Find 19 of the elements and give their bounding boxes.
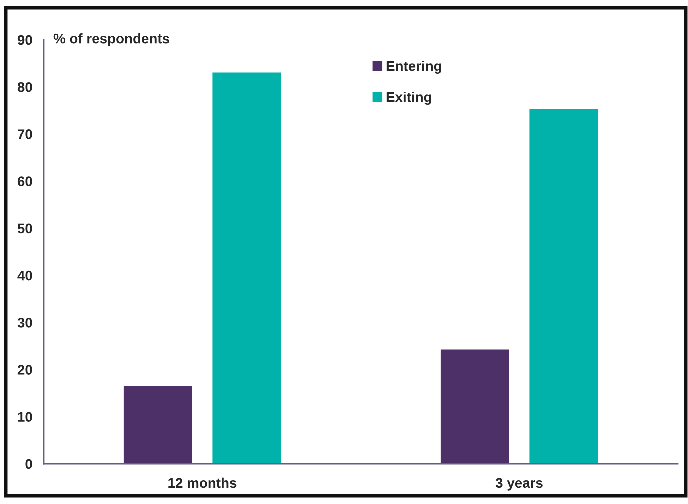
y-tick-label: 90: [18, 35, 32, 46]
bar: [528, 108, 600, 464]
y-axis-title: % of respondents: [54, 34, 170, 46]
y-tick-label: 0: [26, 459, 32, 470]
y-tick-label: 30: [18, 318, 32, 328]
y-tick-label: 20: [18, 365, 32, 375]
y-tick-label: 60: [18, 176, 32, 187]
bar: [211, 71, 282, 464]
legend-label: Entering: [386, 60, 442, 74]
legend-label: Exiting: [386, 92, 432, 106]
y-tick-label: 10: [18, 412, 32, 422]
x-tick-label: 12 months: [168, 478, 237, 488]
y-tick-label: 70: [18, 130, 32, 140]
y-tick-label: 40: [18, 270, 32, 281]
bar: [440, 348, 511, 464]
y-tick-label: 50: [18, 224, 32, 234]
y-tick-label: 80: [18, 82, 32, 92]
x-tick-label: 3 years: [496, 478, 543, 491]
bar: [122, 385, 194, 464]
